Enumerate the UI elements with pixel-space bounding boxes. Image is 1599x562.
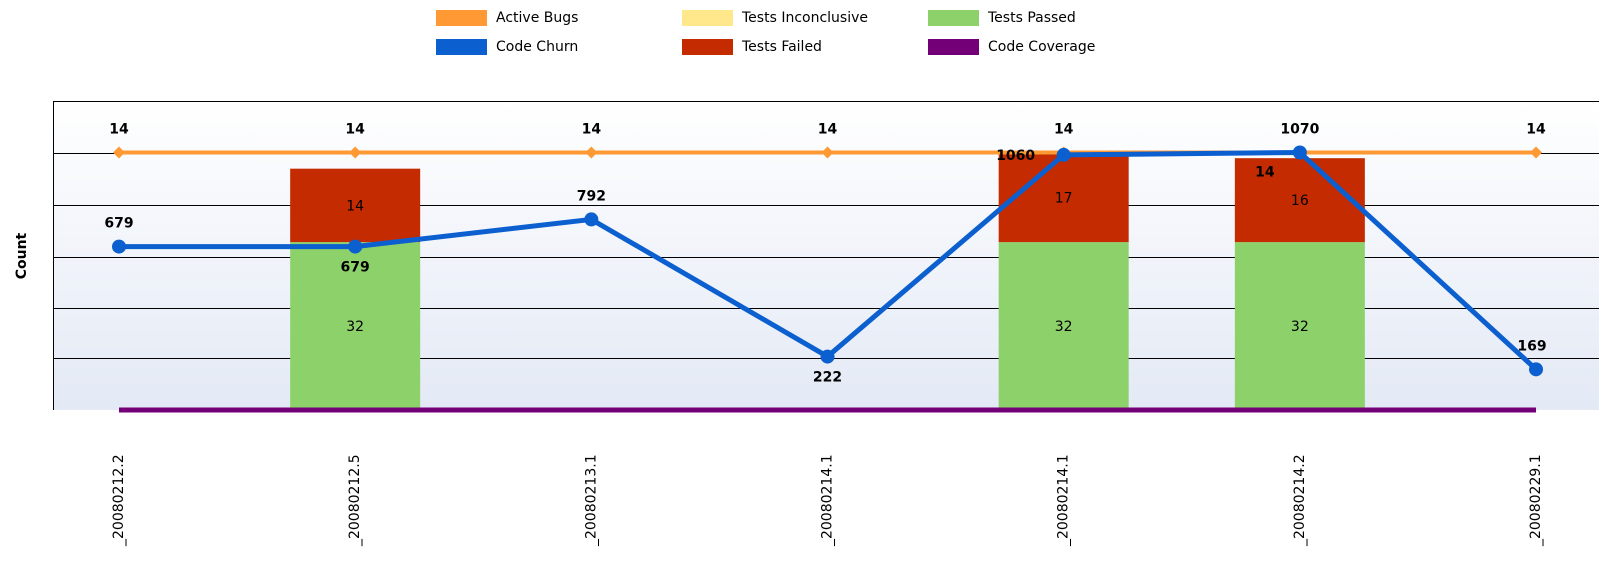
legend-label: Tests Inconclusive <box>741 10 868 26</box>
data-label: 14 <box>1255 165 1275 181</box>
data-label: 14 <box>1526 122 1546 138</box>
marker <box>1056 147 1071 162</box>
legend-swatch <box>682 39 733 55</box>
x-tick-label: _20080214.2 <box>1292 454 1308 547</box>
legend-label: Active Bugs <box>496 10 578 26</box>
marker <box>1530 146 1543 159</box>
legend-label: Code Coverage <box>988 39 1095 55</box>
x-tick-label: _20080212.5 <box>347 454 363 547</box>
data-label: 14 <box>582 122 602 138</box>
marker <box>584 212 599 227</box>
bar-value-label: 14 <box>346 198 364 214</box>
legend-swatch <box>928 39 979 55</box>
legend-swatch <box>928 10 979 26</box>
data-label: 14 <box>345 122 365 138</box>
bar <box>1234 158 1365 243</box>
legend-label: Tests Passed <box>987 10 1076 26</box>
bar-value-label: 16 <box>1291 193 1309 209</box>
bar <box>998 152 1129 243</box>
legend-label: Code Churn <box>496 39 578 55</box>
bar-value-label: 32 <box>346 319 364 335</box>
marker <box>585 146 598 159</box>
legend-swatch <box>436 39 487 55</box>
x-tick-label: _20080212.2 <box>111 454 127 547</box>
data-label: 14 <box>1054 122 1074 138</box>
plot-area <box>53 101 1599 410</box>
marker <box>112 239 126 254</box>
x-tick-label: _20080214.1 <box>820 454 836 547</box>
bar-value-label: 32 <box>1291 319 1309 335</box>
bar-value-label: 32 <box>1055 319 1073 335</box>
marker <box>1529 362 1544 377</box>
legend-label: Tests Failed <box>741 39 822 55</box>
data-label: 14 <box>818 122 838 138</box>
x-tick-label: _20080214.1 <box>1056 454 1072 547</box>
marker <box>1292 145 1307 160</box>
marker <box>349 146 362 159</box>
bar-value-label: 17 <box>1055 191 1073 207</box>
x-tick-label: _20080229.1 <box>1528 454 1544 547</box>
x-tick-label: _20080213.1 <box>583 454 599 547</box>
marker <box>348 239 363 254</box>
data-label: 1070 <box>1280 122 1319 138</box>
data-label: 792 <box>577 188 606 204</box>
y-axis-title: Count <box>14 232 30 279</box>
data-label: 222 <box>813 370 842 386</box>
data-label: 679 <box>104 216 133 232</box>
bar <box>998 242 1129 410</box>
data-label: 169 <box>1517 338 1546 354</box>
legend-swatch <box>682 10 733 26</box>
bar <box>290 242 421 410</box>
data-label: 1060 <box>996 148 1035 164</box>
bar <box>1234 242 1365 410</box>
bar <box>290 168 421 243</box>
data-label: 14 <box>109 122 129 138</box>
marker <box>820 349 835 364</box>
marker <box>821 146 834 159</box>
data-label: 679 <box>341 260 370 276</box>
marker <box>113 146 125 159</box>
legend-swatch <box>436 10 487 26</box>
